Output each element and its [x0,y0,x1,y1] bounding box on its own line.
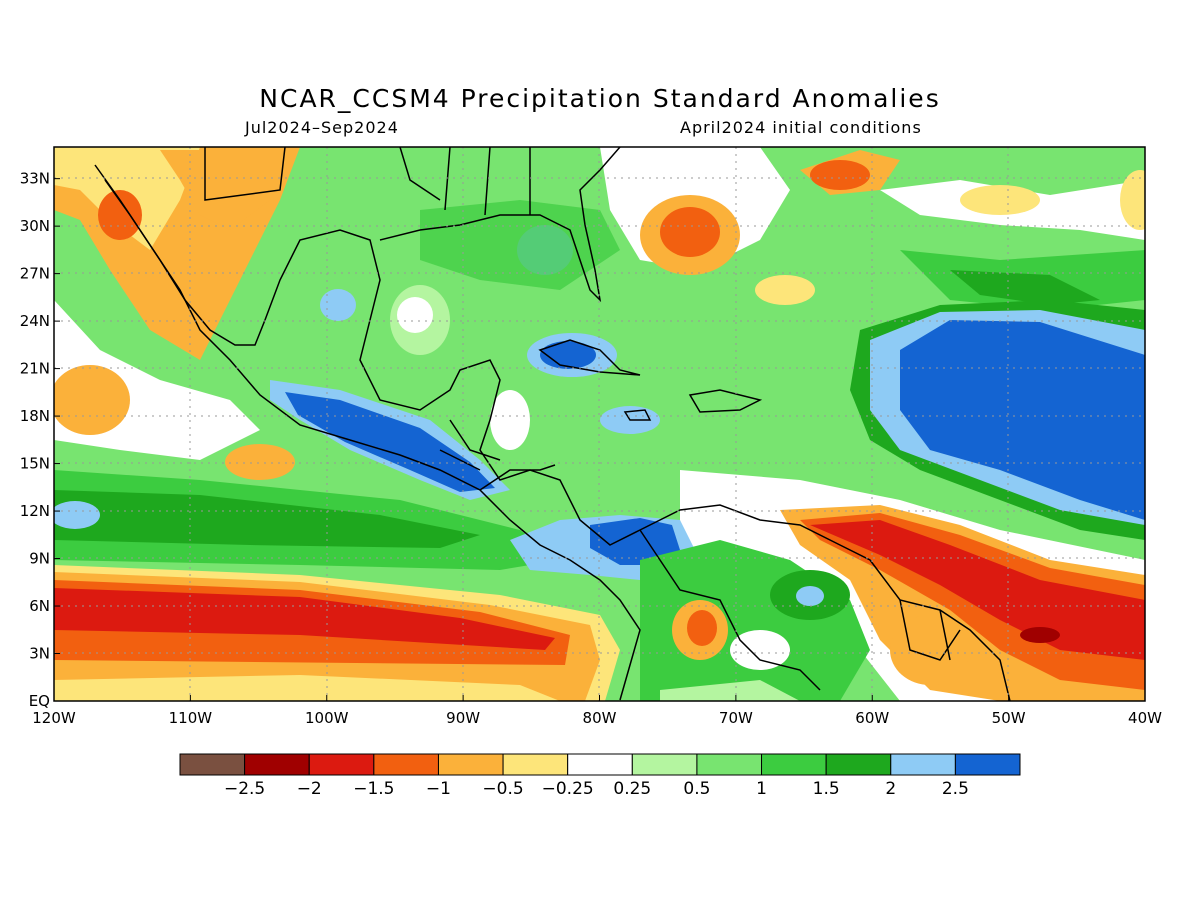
lon-label: 80W [583,709,617,727]
colorbar-label: 2.5 [942,779,969,799]
lat-label: 9N [29,550,50,568]
colorbar-swatch [179,753,246,776]
lat-label: 18N [20,407,50,425]
colorbar-swatch [567,753,633,776]
colorbar-swatch [244,753,310,776]
lat-label: 30N [20,217,50,235]
colorbar-swatch [696,753,763,776]
initial-conditions: April2024 initial conditions [680,118,922,137]
colorbar-label: −1.5 [353,779,394,799]
colorbar-label: −1 [426,779,451,799]
colorbar-swatch [437,753,504,776]
lon-label: 40W [1128,709,1162,727]
lon-label: 110W [169,709,213,727]
colorbar-label: 0.5 [683,779,710,799]
lon-label: 120W [32,709,76,727]
colorbar: −2.5 −2 −1.5 −1 −0.5 −0.25 0.25 0.5 1 1.5 2 2.5 [179,753,1021,799]
lat-label: 24N [20,312,50,330]
colorbar-swatch [373,753,439,776]
colorbar-label: 2 [885,779,896,799]
graticule [54,147,1145,701]
colorbar-label: 1.5 [813,779,840,799]
lat-label: EQ [29,692,50,710]
map-title: NCAR_CCSM4 Precipitation Standard Anomal… [259,84,941,113]
anomaly-field [54,147,1145,701]
colorbar-swatch [502,753,569,776]
colorbar-swatch [954,753,1021,776]
lon-label: 100W [305,709,349,727]
lat-label: 15N [20,455,50,473]
lon-label: 60W [855,709,889,727]
coastlines [94,147,1011,701]
colorbar-label: 0.25 [613,779,651,799]
colorbar-swatch [631,753,698,776]
colorbar-swatch [825,753,892,776]
colorbar-label: 1 [756,779,767,799]
colorbar-label: −0.25 [542,779,594,799]
lat-label: 12N [20,502,50,520]
lon-label: 50W [992,709,1026,727]
colorbar-label: −2.5 [224,779,265,799]
lat-label: 3N [29,645,50,663]
lat-label: 6N [29,597,50,615]
colorbar-swatch [761,753,827,776]
lat-label: 33N [20,170,50,188]
colorbar-swatch [890,753,956,776]
forecast-period: Jul2024–Sep2024 [245,118,399,137]
lat-label: 21N [20,360,50,378]
colorbar-label: −2 [297,779,322,799]
lat-label: 27N [20,265,50,283]
lon-label: 70W [719,709,753,727]
colorbar-label: −0.5 [482,779,523,799]
lon-label: 90W [446,709,480,727]
colorbar-swatch [308,753,375,776]
